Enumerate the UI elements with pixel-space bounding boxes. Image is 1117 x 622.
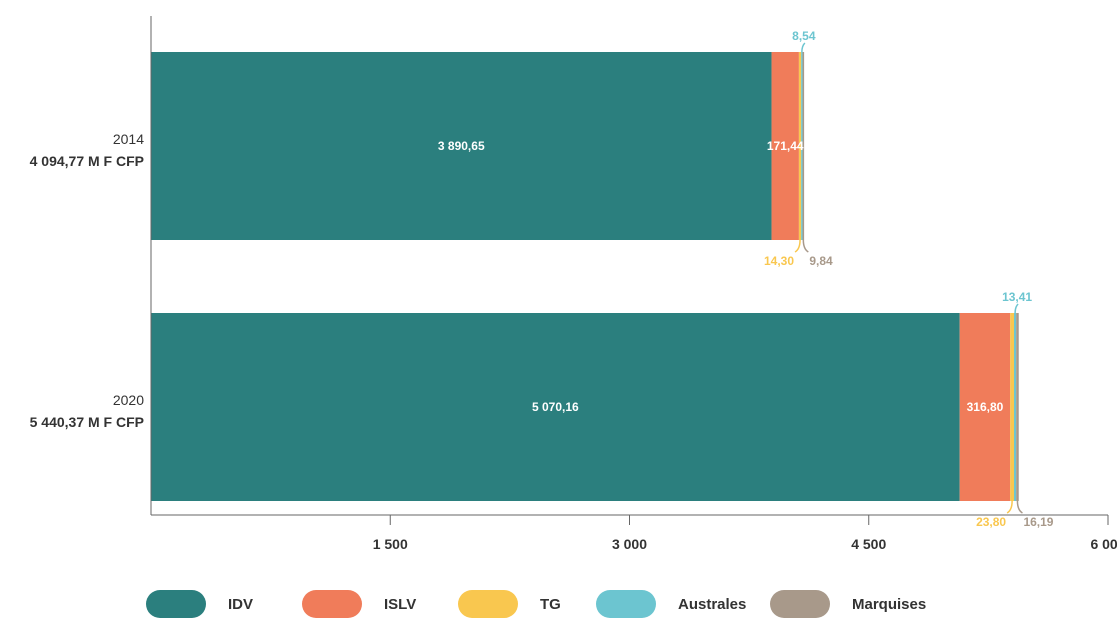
bar-segment-australes bbox=[801, 52, 803, 240]
legend-label: IDV bbox=[228, 595, 254, 613]
category-total-label: 4 094,77 M F CFP bbox=[30, 153, 144, 169]
legend-label: Marquises bbox=[852, 595, 927, 613]
x-tick-label: 6 000 bbox=[1090, 536, 1117, 552]
data-label-islv: 171,44 bbox=[767, 139, 804, 153]
legend-label: ISLV bbox=[384, 595, 417, 613]
bar-segment-islv bbox=[959, 313, 1011, 501]
bar-segment-marquises bbox=[802, 52, 805, 240]
data-label-idv: 3 890,65 bbox=[438, 139, 485, 153]
bar-segment-tg bbox=[1010, 313, 1015, 501]
callout-line-marquises bbox=[1016, 500, 1023, 514]
x-tick-label: 3 000 bbox=[612, 536, 647, 552]
bar-segment-tg bbox=[798, 52, 802, 240]
bar-segment-idv bbox=[151, 313, 960, 501]
data-label-idv: 5 070,16 bbox=[532, 400, 579, 414]
x-tick-label: 4 500 bbox=[851, 536, 886, 552]
legend-item-marquises: Marquises bbox=[770, 586, 926, 622]
callout-line-australes bbox=[801, 42, 806, 53]
category-year-label: 2014 bbox=[113, 131, 144, 147]
legend-label: TG bbox=[540, 595, 561, 613]
stacked-bar-chart: 2014 4 094,77 M F CFP 2020 5 440,37 M F CFP… bbox=[30, 16, 1117, 552]
data-label-tg: 23,80 bbox=[976, 515, 1006, 529]
callout-line-tg bbox=[794, 239, 801, 253]
legend-item-islv: ISLV bbox=[302, 586, 416, 622]
bar-segment-idv bbox=[151, 52, 772, 240]
data-label-tg: 14,30 bbox=[764, 254, 794, 268]
data-label-australes: 8,54 bbox=[792, 29, 816, 43]
bar-segment-marquises bbox=[1016, 313, 1019, 501]
category-year-label: 2020 bbox=[113, 392, 144, 408]
legend-swatch bbox=[458, 590, 518, 618]
legend-swatch bbox=[302, 590, 362, 618]
data-label-marquises: 16,19 bbox=[1023, 515, 1053, 529]
category-total-label: 5 440,37 M F CFP bbox=[30, 414, 144, 430]
x-tick-label: 1 500 bbox=[373, 536, 408, 552]
data-label-marquises: 9,84 bbox=[809, 254, 833, 268]
legend-item-australes: Australes bbox=[596, 586, 746, 622]
callout-line-australes bbox=[1014, 303, 1019, 314]
data-label-islv: 316,80 bbox=[967, 400, 1004, 414]
legend-swatch bbox=[146, 590, 206, 618]
legend: IDV ISLV TG Australes Marquises bbox=[0, 586, 1117, 622]
callout-line-tg bbox=[1006, 500, 1013, 514]
legend-swatch bbox=[770, 590, 830, 618]
data-label-australes: 13,41 bbox=[1002, 290, 1032, 304]
legend-item-tg: TG bbox=[458, 586, 561, 622]
legend-item-idv: IDV bbox=[146, 586, 253, 622]
legend-swatch bbox=[596, 590, 656, 618]
bar-segment-islv bbox=[771, 52, 799, 240]
bar-segment-australes bbox=[1014, 313, 1017, 501]
callout-line-marquises bbox=[802, 239, 809, 253]
legend-label: Australes bbox=[678, 595, 747, 613]
